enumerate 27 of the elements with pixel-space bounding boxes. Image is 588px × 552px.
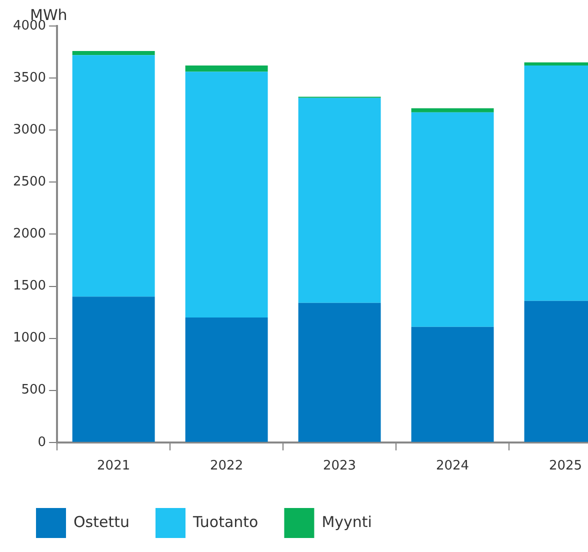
bar bbox=[298, 302, 381, 442]
y-tick-label: 2500 bbox=[12, 174, 46, 190]
bar bbox=[185, 66, 268, 72]
y-tick-label: 500 bbox=[21, 382, 46, 398]
y-tick-label: 1000 bbox=[12, 330, 46, 346]
legend-label: Tuotanto bbox=[192, 512, 258, 531]
x-tick-label: 2023 bbox=[322, 458, 356, 474]
bar bbox=[72, 55, 155, 297]
bar bbox=[72, 296, 155, 442]
x-tick-label: 2021 bbox=[97, 458, 130, 474]
bar bbox=[185, 317, 268, 442]
bar bbox=[411, 326, 494, 442]
y-tick-label: 0 bbox=[38, 434, 46, 450]
bar bbox=[72, 50, 155, 56]
x-tick-label: 2024 bbox=[436, 458, 470, 474]
y-tick-label: 3000 bbox=[12, 122, 46, 138]
x-tick-label: 2025 bbox=[548, 458, 582, 474]
bar bbox=[411, 108, 494, 112]
bar bbox=[411, 112, 494, 327]
bar bbox=[185, 72, 268, 318]
y-tick-label: 1500 bbox=[12, 278, 46, 294]
y-tick-label: 3500 bbox=[12, 70, 46, 86]
x-tick-label: 2022 bbox=[210, 458, 244, 474]
legend-label: Myynti bbox=[322, 512, 372, 531]
legend-label: Ostettu bbox=[74, 512, 130, 531]
bar bbox=[298, 98, 381, 303]
y-tick-label: 2000 bbox=[12, 226, 46, 242]
